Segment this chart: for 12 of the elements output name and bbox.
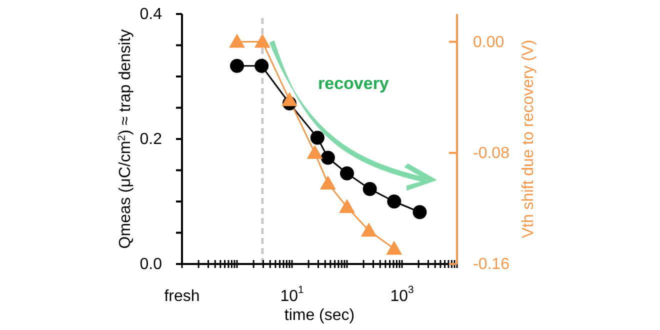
y-tick-label: 0.4 [140,6,162,22]
x-axis-title: time (sec) [284,307,355,324]
x-tick-label: fresh [164,288,200,304]
y2-tick-label: -0.16 [473,256,510,272]
x-tick-label: 10$^{1}$ [280,285,304,304]
x-tick-label: 10$^{3}$ [390,285,414,304]
y-tick-label: 0.0 [140,256,162,272]
y2-axis-title: Vth shift due to recovery (V) [520,40,537,238]
y-tick-label: 0.2 [140,130,162,148]
annotation: recovery [318,74,389,93]
y2-tick-label: 0.00 [473,33,504,50]
y2-tick-label: -0.08 [473,144,510,162]
